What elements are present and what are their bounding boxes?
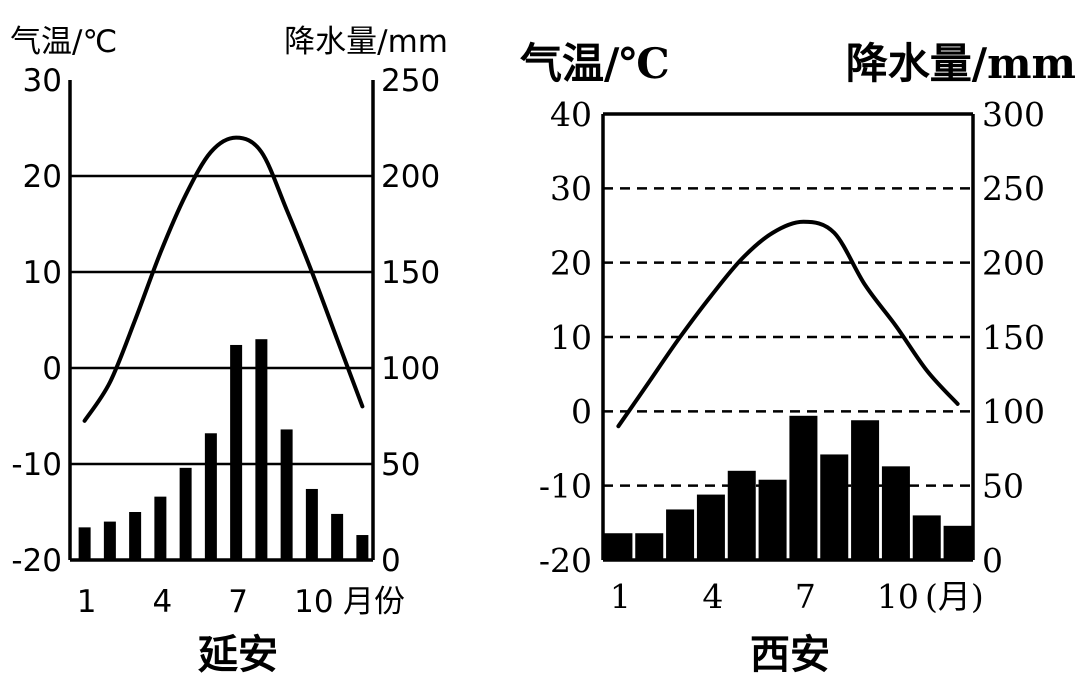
month-tick-label: 1 bbox=[77, 584, 97, 620]
temp-tick-label: -20 bbox=[11, 543, 62, 579]
xian-precip-ticks: 300 250 200 150 100 50 0 bbox=[982, 95, 1045, 580]
temp-tick-label: -10 bbox=[539, 467, 592, 506]
precip-bar bbox=[727, 470, 756, 560]
precip-tick-label: 200 bbox=[982, 244, 1045, 283]
temp-tick-label: 10 bbox=[550, 318, 592, 357]
precip-bar bbox=[331, 513, 344, 560]
yanan-title: 延安 bbox=[198, 631, 278, 678]
precip-tick-label: 250 bbox=[381, 63, 440, 99]
xian-right-axis-label: 降水量/mm bbox=[846, 39, 1076, 88]
precip-tick-label: 0 bbox=[982, 541, 1003, 580]
precip-tick-label: 100 bbox=[381, 351, 440, 387]
month-tick-label: 10 bbox=[294, 584, 333, 620]
precip-bar bbox=[943, 525, 972, 560]
month-tick-label: 7 bbox=[795, 577, 816, 616]
temp-tick-label: -10 bbox=[11, 447, 62, 483]
precip-tick-label: 50 bbox=[982, 467, 1024, 506]
yanan-left-axis-label: 气温/℃ bbox=[10, 24, 117, 60]
precip-bar bbox=[696, 494, 725, 560]
xian-title: 西安 bbox=[750, 631, 830, 678]
precip-bar bbox=[820, 454, 849, 560]
xian-precip-bars bbox=[604, 415, 972, 560]
precip-bar bbox=[103, 521, 116, 560]
precip-bar bbox=[604, 533, 633, 560]
temp-tick-label: 40 bbox=[550, 95, 592, 134]
month-tick-label: 4 bbox=[702, 577, 723, 616]
temp-tick-label: 0 bbox=[571, 392, 592, 431]
xian-temp-ticks: 40 30 20 10 0 -10 -20 bbox=[539, 95, 592, 580]
precip-bar bbox=[356, 535, 369, 560]
yanan-temp-line bbox=[82, 135, 365, 423]
precip-bar bbox=[758, 479, 787, 560]
precip-tick-label: 300 bbox=[982, 95, 1045, 134]
precip-bar bbox=[154, 496, 167, 560]
xian-temp-line bbox=[616, 219, 960, 429]
precip-bar bbox=[204, 433, 217, 560]
xian-x-unit: (月) bbox=[925, 577, 984, 616]
temp-tick-label: 30 bbox=[23, 63, 62, 99]
precip-bar bbox=[666, 509, 695, 560]
precip-tick-label: 200 bbox=[381, 159, 440, 195]
precip-bar bbox=[255, 339, 268, 560]
temp-tick-label: 30 bbox=[550, 169, 592, 208]
precip-bar bbox=[851, 420, 880, 560]
temp-tick-label: -20 bbox=[539, 541, 592, 580]
yanan-month-ticks: 1 4 7 10 bbox=[77, 584, 334, 620]
yanan-gridlines bbox=[70, 174, 373, 466]
precip-bar bbox=[280, 429, 293, 560]
precip-tick-label: 100 bbox=[982, 392, 1045, 431]
temp-tick-label: 20 bbox=[23, 159, 62, 195]
yanan-right-axis-label: 降水量/mm bbox=[284, 24, 448, 60]
precip-bar bbox=[881, 466, 910, 560]
xian-left-axis-label: 气温/℃ bbox=[520, 39, 670, 88]
precip-bar bbox=[789, 415, 818, 560]
precip-bar bbox=[912, 515, 941, 560]
xian-gridlines bbox=[603, 187, 973, 487]
yanan-precip-ticks: 250 200 150 100 50 0 bbox=[381, 63, 440, 579]
month-tick-label: 1 bbox=[610, 577, 631, 616]
precip-tick-label: 0 bbox=[381, 543, 401, 579]
yanan-temp-ticks: 30 20 10 0 -10 -20 bbox=[11, 63, 62, 579]
temp-tick-label: 10 bbox=[23, 255, 62, 291]
precip-bar bbox=[179, 467, 192, 560]
precip-tick-label: 50 bbox=[381, 447, 420, 483]
precip-bar bbox=[305, 488, 318, 560]
precip-bar bbox=[78, 527, 91, 560]
temp-tick-label: 0 bbox=[42, 351, 62, 387]
precip-tick-label: 150 bbox=[982, 318, 1045, 357]
xian-axes bbox=[601, 112, 975, 562]
precip-bar bbox=[230, 344, 243, 560]
xian-month-ticks: 1 4 7 10 bbox=[610, 577, 919, 616]
month-tick-label: 10 bbox=[877, 577, 919, 616]
temp-tick-label: 20 bbox=[550, 244, 592, 283]
precip-bar bbox=[129, 512, 142, 560]
precip-tick-label: 250 bbox=[982, 169, 1045, 208]
yanan-precip-bars bbox=[78, 339, 369, 560]
precip-tick-label: 150 bbox=[381, 255, 440, 291]
month-tick-label: 7 bbox=[228, 584, 248, 620]
yanan-x-unit: 月份 bbox=[343, 584, 405, 620]
month-tick-label: 4 bbox=[153, 584, 173, 620]
precip-bar bbox=[635, 533, 664, 560]
yanan-axes bbox=[68, 80, 375, 562]
